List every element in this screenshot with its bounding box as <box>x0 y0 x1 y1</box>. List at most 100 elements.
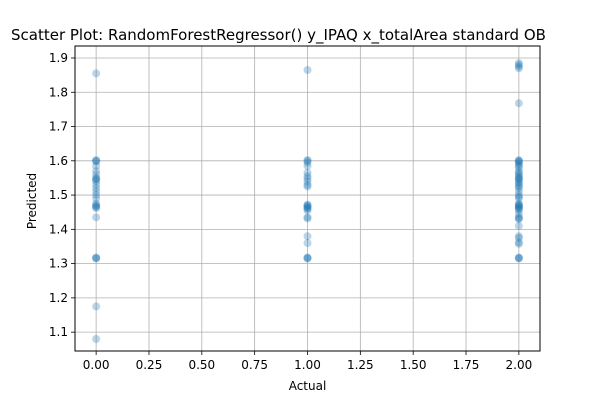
x-tick-label: 2.00 <box>506 358 533 372</box>
x-tick-label: 0.25 <box>136 358 163 372</box>
x-tick-label: 1.50 <box>400 358 427 372</box>
data-point <box>514 172 523 181</box>
data-point <box>303 65 312 74</box>
data-point <box>514 163 523 172</box>
data-point <box>92 187 101 196</box>
y-tick-label: 1.9 <box>49 51 68 65</box>
data-point <box>514 62 523 71</box>
data-point <box>303 254 312 263</box>
x-tick-label: 1.75 <box>453 358 480 372</box>
data-point <box>303 200 312 209</box>
data-point <box>92 156 101 165</box>
data-point <box>92 157 101 166</box>
data-point <box>303 232 312 241</box>
data-point <box>514 203 523 212</box>
y-tick-label: 1.2 <box>49 291 68 305</box>
data-point <box>303 204 312 213</box>
data-point <box>514 156 523 165</box>
y-tick-label: 1.8 <box>49 85 68 99</box>
data-point <box>514 182 523 191</box>
data-point <box>92 254 101 263</box>
data-point <box>92 161 101 170</box>
data-point <box>514 191 523 200</box>
data-point <box>514 99 523 108</box>
data-point <box>514 238 523 247</box>
data-point <box>514 233 523 242</box>
data-point <box>514 170 523 179</box>
data-point <box>303 177 312 186</box>
data-point <box>92 254 101 263</box>
data-point <box>514 200 523 209</box>
data-point <box>514 174 523 183</box>
data-point <box>514 254 523 263</box>
data-point <box>514 173 523 182</box>
data-point <box>92 156 101 165</box>
data-point <box>92 184 101 193</box>
data-point <box>514 160 523 169</box>
data-point <box>92 203 101 212</box>
y-tick-label: 1.6 <box>49 154 68 168</box>
data-point <box>303 204 312 213</box>
data-point <box>514 209 523 218</box>
x-axis-label: Actual <box>289 379 327 393</box>
data-point <box>514 199 523 208</box>
data-point <box>92 204 101 213</box>
data-point <box>514 156 523 165</box>
data-point <box>92 175 101 184</box>
data-point <box>514 194 523 203</box>
data-point <box>92 201 101 210</box>
y-tick-label: 1.5 <box>49 188 68 202</box>
data-point <box>303 156 312 165</box>
data-point <box>92 173 101 182</box>
data-point <box>514 179 523 188</box>
data-point <box>303 156 312 165</box>
x-tick-label: 1.25 <box>347 358 374 372</box>
data-point <box>92 170 101 179</box>
data-point <box>303 213 312 222</box>
data-point <box>514 215 523 224</box>
data-point <box>514 161 523 170</box>
x-tick-label: 0.75 <box>241 358 268 372</box>
data-point <box>303 254 312 263</box>
data-point <box>514 175 523 184</box>
data-point <box>514 239 523 248</box>
data-point <box>514 192 523 201</box>
data-point <box>92 199 101 208</box>
data-point <box>514 214 523 223</box>
data-point <box>303 239 312 248</box>
data-point <box>303 182 312 191</box>
data-point <box>303 206 312 215</box>
data-point <box>514 168 523 177</box>
data-point <box>92 69 101 78</box>
y-tick-label: 1.4 <box>49 222 68 236</box>
data-points <box>92 59 523 344</box>
data-point <box>514 60 523 69</box>
data-point <box>514 202 523 211</box>
data-point <box>514 184 523 193</box>
data-point <box>514 187 523 196</box>
data-point <box>303 180 312 189</box>
data-point <box>514 254 523 263</box>
data-point <box>92 191 101 200</box>
data-point <box>303 202 312 211</box>
data-point <box>514 59 523 68</box>
data-point <box>303 172 312 181</box>
data-point <box>92 302 101 311</box>
y-axis-label: Predicted <box>25 173 39 229</box>
data-point <box>303 168 312 177</box>
y-tick-label: 1.7 <box>49 120 68 134</box>
x-tick-label: 0.00 <box>83 358 110 372</box>
data-point <box>303 214 312 223</box>
data-point <box>303 161 312 170</box>
x-tick-label: 0.50 <box>188 358 215 372</box>
x-tick-label: 1.00 <box>294 358 321 372</box>
data-point <box>92 253 101 262</box>
data-point <box>92 202 101 211</box>
chart-title: Scatter Plot: RandomForestRegressor() y_… <box>11 26 546 45</box>
data-point <box>514 204 523 213</box>
data-point <box>514 201 523 210</box>
data-point <box>514 180 523 189</box>
data-point <box>303 253 312 262</box>
